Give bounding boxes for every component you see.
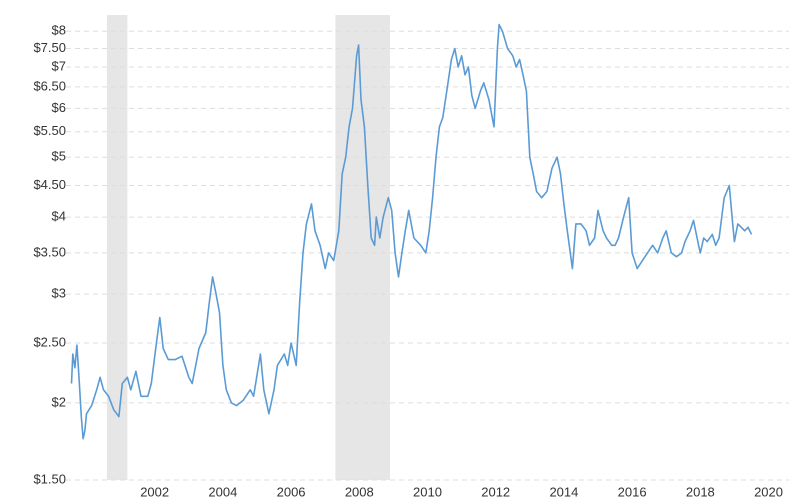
- y-tick-label: $5: [52, 149, 66, 164]
- y-tick-label: $7.50: [33, 40, 66, 55]
- x-tick-label: 2002: [140, 484, 169, 499]
- x-tick-label: 2008: [345, 484, 374, 499]
- y-tick-label: $2.50: [33, 334, 66, 349]
- y-tick-label: $4.50: [33, 177, 66, 192]
- x-tick-label: 2020: [754, 484, 783, 499]
- x-tick-label: 2016: [618, 484, 647, 499]
- x-tick-label: 2012: [481, 484, 510, 499]
- y-tick-label: $8: [52, 23, 66, 38]
- y-tick-label: $7: [52, 58, 66, 73]
- price-line: [70, 23, 753, 440]
- x-tick-label: 2018: [686, 484, 715, 499]
- y-tick-label: $3.50: [33, 244, 66, 259]
- y-tick-label: $1.50: [33, 471, 66, 486]
- x-tick-label: 2004: [208, 484, 237, 499]
- y-tick-label: $3: [52, 286, 66, 301]
- y-tick-label: $5.50: [33, 123, 66, 138]
- y-tick-label: $4: [52, 209, 66, 224]
- x-tick-label: 2014: [549, 484, 578, 499]
- recession-band: [106, 15, 128, 480]
- x-tick-label: 2010: [413, 484, 442, 499]
- y-tick-label: $2: [52, 394, 66, 409]
- y-tick-label: $6: [52, 100, 66, 115]
- recession-band: [335, 15, 390, 480]
- x-tick-label: 2006: [277, 484, 306, 499]
- y-tick-label: $6.50: [33, 78, 66, 93]
